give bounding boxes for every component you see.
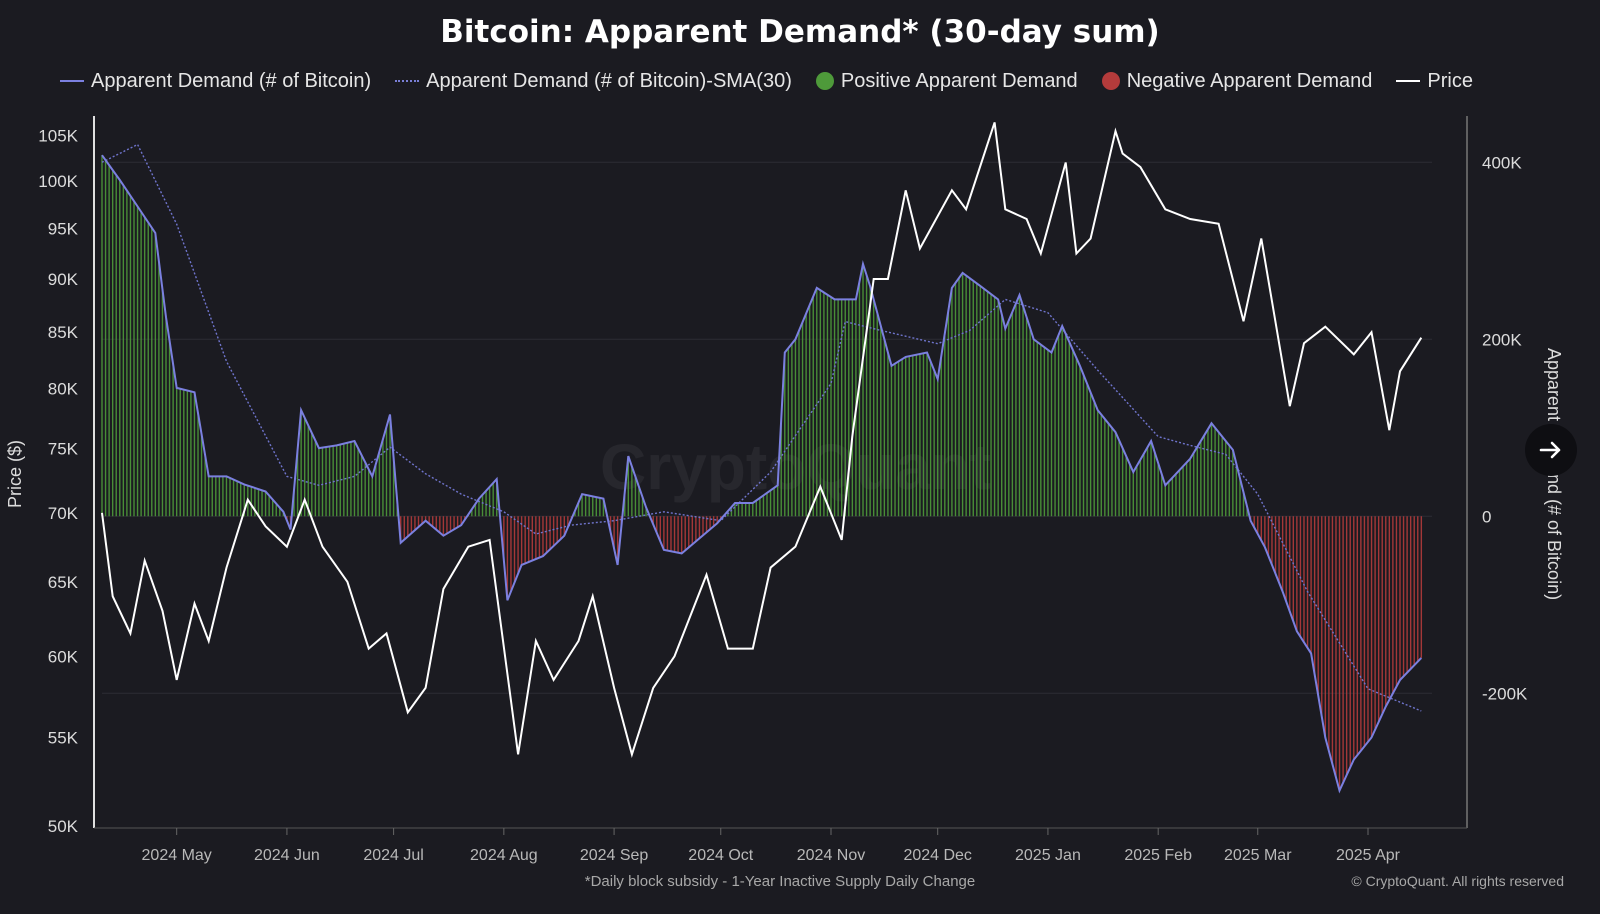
x-tick-label: 2024 Oct	[688, 847, 753, 864]
legend-positive-demand[interactable]: Positive Apparent Demand	[815, 69, 1078, 93]
left-tick-label: 75K	[48, 440, 79, 459]
legend-sma30[interactable]: Apparent Demand (# of Bitcoin)-SMA(30)	[395, 70, 792, 93]
legend-dashed-swatch	[395, 80, 420, 82]
legend-label: Apparent Demand (# of Bitcoin)	[91, 69, 372, 92]
legend-label: Apparent Demand (# of Bitcoin)-SMA(30)	[426, 69, 792, 92]
x-tick-label: 2025 Apr	[1336, 847, 1401, 864]
x-tick-label: 2024 Jul	[363, 847, 424, 864]
legend-line-swatch	[60, 80, 84, 82]
x-tick-label: 2024 Sep	[580, 847, 649, 864]
left-tick-label: 70K	[48, 504, 79, 523]
legend-line-swatch	[1396, 80, 1421, 82]
x-tick-label: 2024 Jun	[254, 847, 320, 864]
price-line	[101, 122, 1423, 758]
chart-title: Bitcoin: Apparent Demand* (30-day sum)	[440, 14, 1160, 50]
axes	[93, 116, 1468, 829]
x-tick-label: 2025 Jan	[1015, 847, 1081, 864]
right-tick-label: -200K	[1482, 684, 1528, 703]
left-tick-label: 105K	[38, 127, 78, 146]
next-chart-button[interactable]	[1525, 424, 1577, 476]
left-axis-label: Price ($)	[5, 440, 25, 508]
sma30-line	[101, 143, 1422, 712]
right-tick-label: 400K	[1482, 153, 1522, 172]
legend-apparent-demand[interactable]: Apparent Demand (# of Bitcoin)	[60, 70, 371, 93]
right-tick-labels: 400K 200K 0 -200K	[1482, 153, 1528, 703]
legend-negative-demand[interactable]: Negative Apparent Demand	[1101, 69, 1373, 93]
legend-label: Negative Apparent Demand	[1126, 69, 1373, 92]
left-tick-label: 55K	[48, 728, 79, 747]
left-tick-label: 50K	[48, 817, 79, 836]
left-tick-label: 80K	[48, 380, 79, 399]
apparent-demand-line	[101, 154, 1423, 794]
left-tick-label: 85K	[48, 323, 79, 342]
left-tick-label: 60K	[48, 647, 79, 666]
arrow-right-icon	[1539, 441, 1561, 459]
demand-bars	[101, 155, 1423, 791]
x-tick-label: 2024 Nov	[797, 847, 866, 864]
x-tick-label: 2025 Mar	[1224, 847, 1292, 864]
legend-dot-swatch	[815, 72, 834, 90]
left-tick-label: 65K	[48, 573, 79, 592]
chart-footnote: *Daily block subsidy - 1-Year Inactive S…	[584, 873, 976, 890]
x-tick-label: 2025 Feb	[1124, 847, 1192, 864]
legend-price[interactable]: Price	[1396, 70, 1473, 93]
left-tick-label: 100K	[38, 172, 78, 191]
legend-label: Price	[1427, 69, 1473, 92]
copyright-notice: © CryptoQuant. All rights reserved	[1351, 873, 1564, 889]
right-tick-label: 0	[1482, 507, 1491, 526]
x-tick-label: 2024 May	[142, 847, 212, 864]
left-tick-label: 95K	[48, 220, 79, 239]
legend-dot-swatch	[1101, 72, 1120, 90]
x-tick-label: 2024 Dec	[903, 847, 972, 864]
right-tick-label: 200K	[1482, 330, 1522, 349]
series-lines	[101, 122, 1423, 794]
left-tick-label: 90K	[48, 270, 79, 289]
left-tick-labels: 105K 100K 95K 90K 85K 80K 75K 70K 65K 60K 55K 50K	[38, 127, 78, 836]
x-tick-labels: 2024 May 2024 Jun 2024 Jul 2024 Aug 2024 Sep…	[142, 828, 1401, 864]
chart-legend: Apparent Demand (# of Bitcoin) Apparent …	[60, 66, 1520, 96]
x-tick-label: 2024 Aug	[470, 847, 538, 864]
legend-label: Positive Apparent Demand	[840, 69, 1078, 92]
